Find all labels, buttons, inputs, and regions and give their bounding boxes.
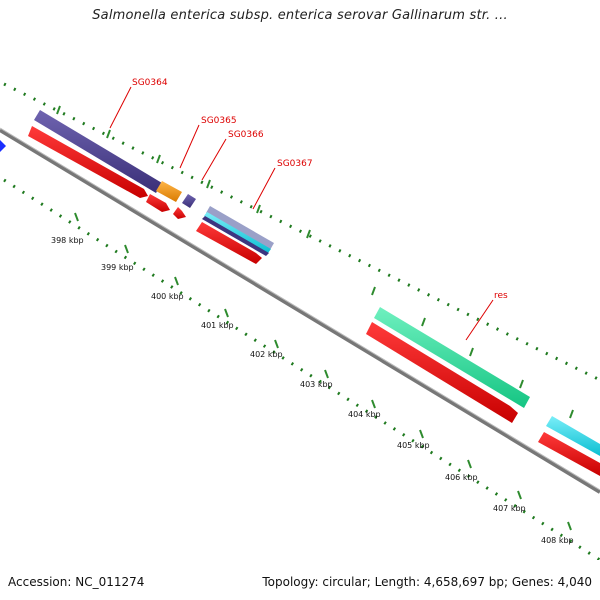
gene-sg0366-bar bbox=[182, 194, 196, 208]
gene-label-sg0365: SG0365 bbox=[201, 116, 237, 126]
inner-tick-ring bbox=[3, 178, 600, 560]
cds-arrow-4 bbox=[196, 222, 262, 264]
gene-label-sg0366: SG0366 bbox=[228, 130, 264, 140]
genome-map: SG0364 SG0365 SG0366 SG0367 res 398 kbp … bbox=[0, 78, 600, 560]
gene-sg0367-bar bbox=[202, 206, 274, 256]
cds-arrow-3 bbox=[173, 207, 186, 219]
cds-arrow-2 bbox=[146, 194, 170, 212]
gene-sg0364-bar bbox=[34, 110, 162, 193]
accession-text: Accession: NC_011274 bbox=[8, 575, 145, 589]
tick-label-404: 404 kbp bbox=[348, 410, 381, 419]
tick-label-405: 405 kbp bbox=[397, 441, 430, 450]
gene-sg0365-bar bbox=[156, 181, 182, 202]
cyan-gene-fragment bbox=[546, 416, 600, 456]
tick-label-402: 402 kbp bbox=[250, 350, 283, 359]
cds-arrow-5 bbox=[366, 322, 518, 423]
gene-res-bar bbox=[374, 307, 530, 408]
tick-label-399: 399 kbp bbox=[101, 263, 134, 272]
cds-arrow-1 bbox=[28, 126, 148, 198]
outer-tick-ring bbox=[3, 82, 600, 419]
blue-gene-fragment bbox=[0, 140, 6, 152]
tick-label-398: 398 kbp bbox=[51, 236, 84, 245]
gene-label-sg0364: SG0364 bbox=[132, 78, 168, 88]
tick-label-406: 406 kbp bbox=[445, 473, 478, 482]
tick-label-407: 407 kbp bbox=[493, 504, 526, 513]
backbone bbox=[0, 127, 600, 494]
tick-label-408: 408 kbp bbox=[541, 536, 574, 545]
gene-label-res: res bbox=[494, 291, 508, 301]
gene-label-sg0367: SG0367 bbox=[277, 159, 313, 169]
genome-title: Salmonella enterica subsp. enterica sero… bbox=[92, 8, 508, 23]
cds-arrow-6 bbox=[538, 432, 600, 476]
tick-label-403: 403 kbp bbox=[300, 380, 333, 389]
genome-summary-text: Topology: circular; Length: 4,658,697 bp… bbox=[262, 575, 592, 589]
tick-label-400: 400 kbp bbox=[151, 292, 184, 301]
sequence-track: SG0364 SG0365 SG0366 SG0367 res 398 kbp … bbox=[0, 78, 600, 560]
tick-label-401: 401 kbp bbox=[201, 321, 234, 330]
